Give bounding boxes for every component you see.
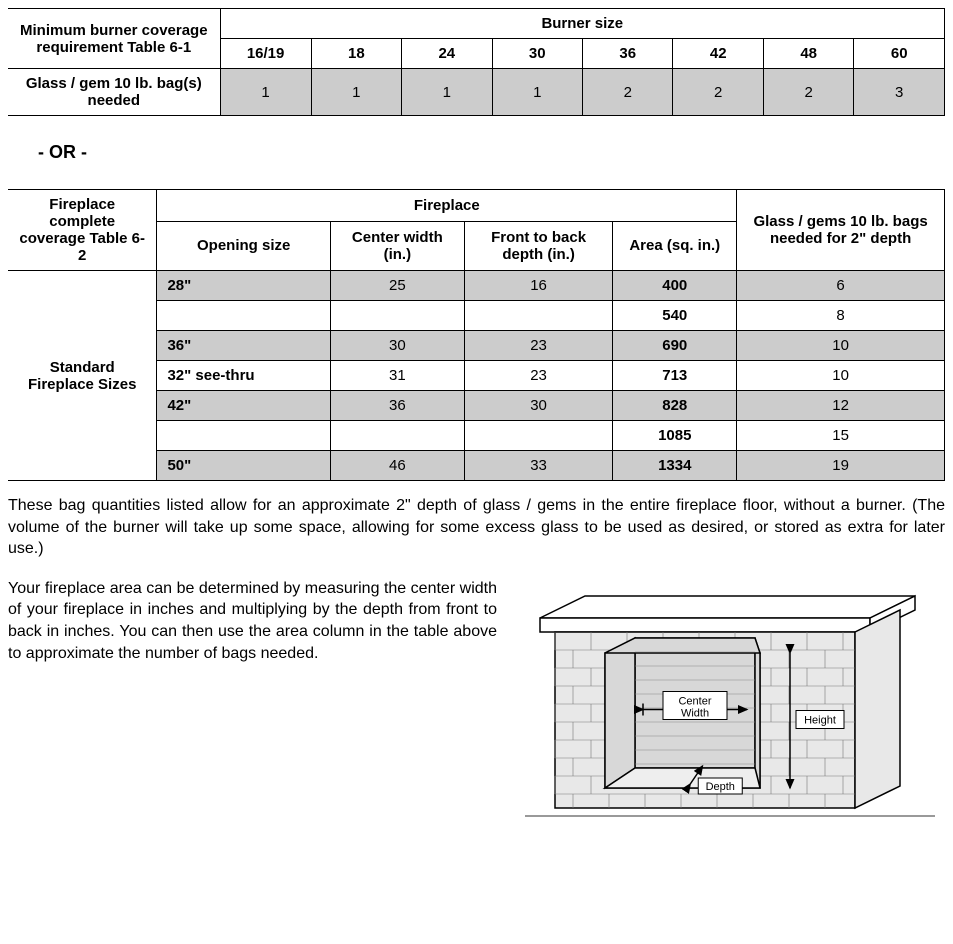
t2-area: 690 [613,331,737,361]
t1-value: 2 [763,69,853,116]
t2-glass-header: Glass / gems 10 lb. bags needed for 2" d… [737,190,945,271]
fireplace-diagram: CenterWidth Height Depth [515,578,945,838]
t2-bags: 6 [737,271,945,301]
t2-depth [464,301,613,331]
t2-center: 30 [330,331,464,361]
svg-text:Center: Center [678,695,711,707]
t2-opening [157,301,330,331]
t2-bags: 19 [737,451,945,481]
t2-corner-label: Fireplace complete coverage Table 6-2 [8,190,157,271]
t2-bags: 15 [737,421,945,451]
t1-value: 1 [402,69,492,116]
t2-depth: 30 [464,391,613,421]
t2-depth: 16 [464,271,613,301]
t1-value: 1 [220,69,311,116]
t1-value: 3 [854,69,945,116]
svg-text:Height: Height [804,714,836,726]
t2-area: 1334 [613,451,737,481]
t2-area: 828 [613,391,737,421]
t2-area: 540 [613,301,737,331]
t2-opening [157,421,330,451]
t1-row-label: Glass / gem 10 lb. bag(s) needed [8,69,220,116]
t1-value: 1 [311,69,401,116]
t1-value: 2 [583,69,673,116]
t2-center: 25 [330,271,464,301]
t2-center [330,301,464,331]
svg-text:Width: Width [681,707,709,719]
explanatory-paragraph-1: These bag quantities listed allow for an… [8,495,945,560]
t1-size: 42 [673,39,763,69]
t2-area: 713 [613,361,737,391]
t2-sub: Front to back depth (in.) [464,221,613,270]
t1-value: 2 [673,69,763,116]
t2-opening: 36" [157,331,330,361]
burner-coverage-table: Minimum burner coverage requirement Tabl… [8,8,945,116]
t2-opening: 28" [157,271,330,301]
t2-area: 400 [613,271,737,301]
t1-size: 24 [402,39,492,69]
t1-value: 1 [492,69,582,116]
t1-size: 60 [854,39,945,69]
t1-size: 16/19 [220,39,311,69]
t2-bags: 10 [737,361,945,391]
t2-fireplace-header: Fireplace [157,190,737,222]
t2-bags: 8 [737,301,945,331]
t2-bags: 10 [737,331,945,361]
t2-depth: 23 [464,331,613,361]
t2-sub: Opening size [157,221,330,270]
svg-text:Depth: Depth [706,781,735,793]
or-divider: - OR - [38,142,945,163]
t2-depth: 23 [464,361,613,391]
t2-rowgroup-label: Standard Fireplace Sizes [8,271,157,481]
t2-center: 46 [330,451,464,481]
t2-opening: 50" [157,451,330,481]
t2-opening: 32" see-thru [157,361,330,391]
t2-center: 31 [330,361,464,391]
t2-area: 1085 [613,421,737,451]
t1-size: 30 [492,39,582,69]
t2-center: 36 [330,391,464,421]
t2-sub: Center width (in.) [330,221,464,270]
t2-depth [464,421,613,451]
explanatory-paragraph-2: Your fireplace area can be determined by… [8,578,497,664]
table-row: Standard Fireplace Sizes28"25164006 [8,271,945,301]
t1-header-right: Burner size [220,9,944,39]
t2-opening: 42" [157,391,330,421]
t1-size: 48 [763,39,853,69]
t1-size: 36 [583,39,673,69]
t2-center [330,421,464,451]
t2-bags: 12 [737,391,945,421]
t1-header-left: Minimum burner coverage requirement Tabl… [8,9,220,69]
t2-sub: Area (sq. in.) [613,221,737,270]
t1-size: 18 [311,39,401,69]
fireplace-coverage-table: Fireplace complete coverage Table 6-2 Fi… [8,189,945,481]
t1-values-row: Glass / gem 10 lb. bag(s) needed 1 1 1 1… [8,69,945,116]
t2-depth: 33 [464,451,613,481]
